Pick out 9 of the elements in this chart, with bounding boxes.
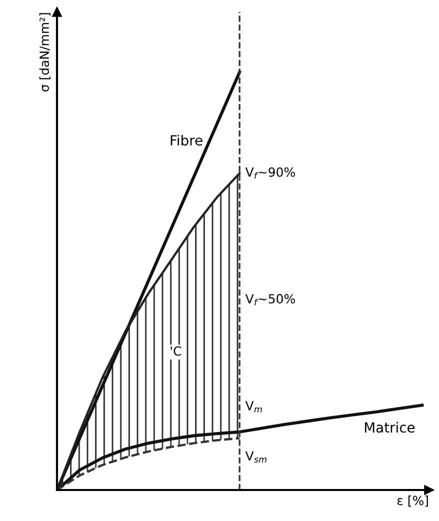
annotation: 'C — [170, 346, 182, 356]
series-label: Matrice — [364, 422, 415, 433]
series-label: Fibre — [170, 134, 202, 146]
x-axis-title: ε [%] — [397, 496, 428, 507]
annotation: V$_{m}$ — [245, 401, 262, 412]
annotation: V$_{f}$~90% — [245, 167, 295, 179]
annotation: V$_{sm}$ — [245, 451, 266, 463]
y-axis-title: σ [daN/mm²] — [39, 13, 50, 92]
annotation: V$_{f}$~50% — [245, 294, 295, 306]
